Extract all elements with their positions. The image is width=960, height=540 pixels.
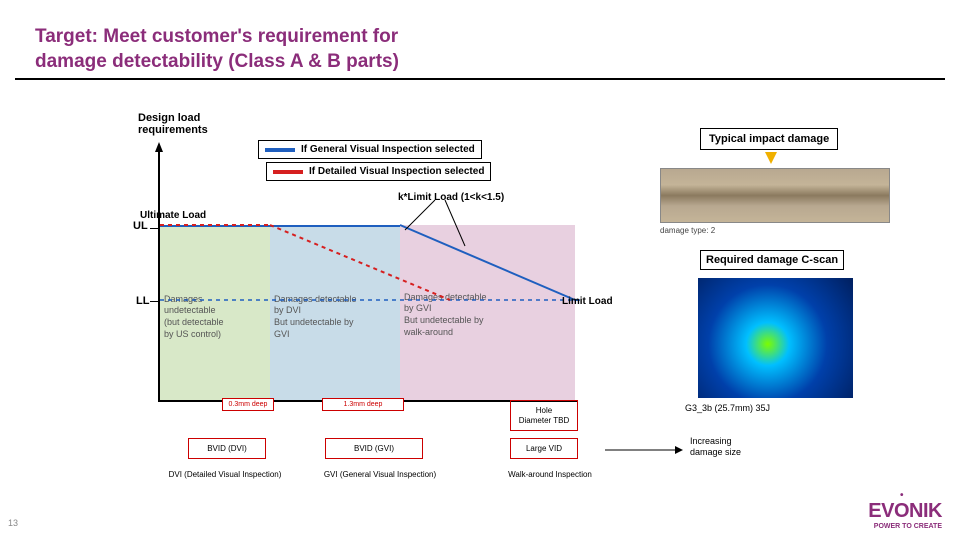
legend-dvi-text: If Detailed Visual Inspection selected: [309, 166, 484, 177]
cscan-caption: G3_3b (25.7mm) 35J: [685, 403, 770, 413]
hole-tbd-text: Hole Diameter TBD: [519, 406, 570, 425]
ul-tick: [150, 228, 158, 229]
ll-tick: [150, 301, 158, 302]
ll-label: LL: [136, 295, 149, 307]
damage-caption: damage type: 2: [660, 226, 715, 235]
large-vid-text: Large VID: [526, 444, 562, 453]
hole-tbd-box: Hole Diameter TBD: [510, 400, 578, 431]
legend-gvi-text: If General Visual Inspection selected: [301, 144, 475, 155]
cscan-image: [698, 278, 853, 398]
increasing-label: Increasing damage size: [690, 436, 741, 458]
limit-load-label: Limit Load: [562, 296, 613, 307]
slide-title: Target: Meet customer's requirement for …: [35, 25, 399, 74]
deep-03-box: 0.3mm deep: [222, 398, 274, 411]
dvi-full-label: DVI (Detailed Visual Inspection): [150, 470, 300, 479]
ul-label: UL: [133, 220, 148, 232]
typical-damage-text: Typical impact damage: [709, 133, 829, 145]
logo-tagline: POWER TO CREATE: [868, 523, 942, 530]
legend-gvi: If General Visual Inspection selected: [258, 140, 482, 159]
y-axis: [158, 150, 160, 402]
title-line-1: Target: Meet customer's requirement for: [35, 26, 398, 47]
walk-label: Walk-around Inspection: [490, 470, 610, 479]
page-number: 13: [8, 518, 18, 528]
typical-damage-box: Typical impact damage: [700, 128, 838, 150]
title-line-2: damage detectability (Class A & B parts): [35, 51, 399, 72]
cscan-text: Required damage C-scan: [706, 254, 838, 266]
evonik-logo: EVONIK POWER TO CREATE: [868, 500, 942, 530]
deep-13-box: 1.3mm deep: [322, 398, 404, 411]
increasing-arrow: [605, 444, 685, 456]
legend-dvi-swatch: [273, 170, 303, 174]
bvid-gvi-text: BVID (GVI): [354, 444, 394, 453]
gvi-full-label: GVI (General Visual Inspection): [305, 470, 455, 479]
cscan-box: Required damage C-scan: [700, 250, 844, 270]
bvid-gvi-box: BVID (GVI): [325, 438, 423, 459]
design-load-label: Design load requirements: [138, 112, 208, 136]
deep-03-text: 0.3mm deep: [229, 401, 268, 408]
legend-dvi: If Detailed Visual Inspection selected: [266, 162, 491, 181]
logo-text: EVONIK: [868, 500, 942, 523]
damage-photo: [660, 168, 890, 223]
arrow-down-icon: [765, 152, 777, 164]
bvid-dvi-box: BVID (DVI): [188, 438, 266, 459]
title-underline: [15, 78, 945, 80]
y-axis-arrow: [155, 142, 163, 152]
bvid-dvi-text: BVID (DVI): [207, 444, 247, 453]
large-vid-box: Large VID: [510, 438, 578, 459]
chart-lines: [155, 190, 585, 410]
legend-gvi-swatch: [265, 148, 295, 152]
deep-13-text: 1.3mm deep: [344, 401, 383, 408]
